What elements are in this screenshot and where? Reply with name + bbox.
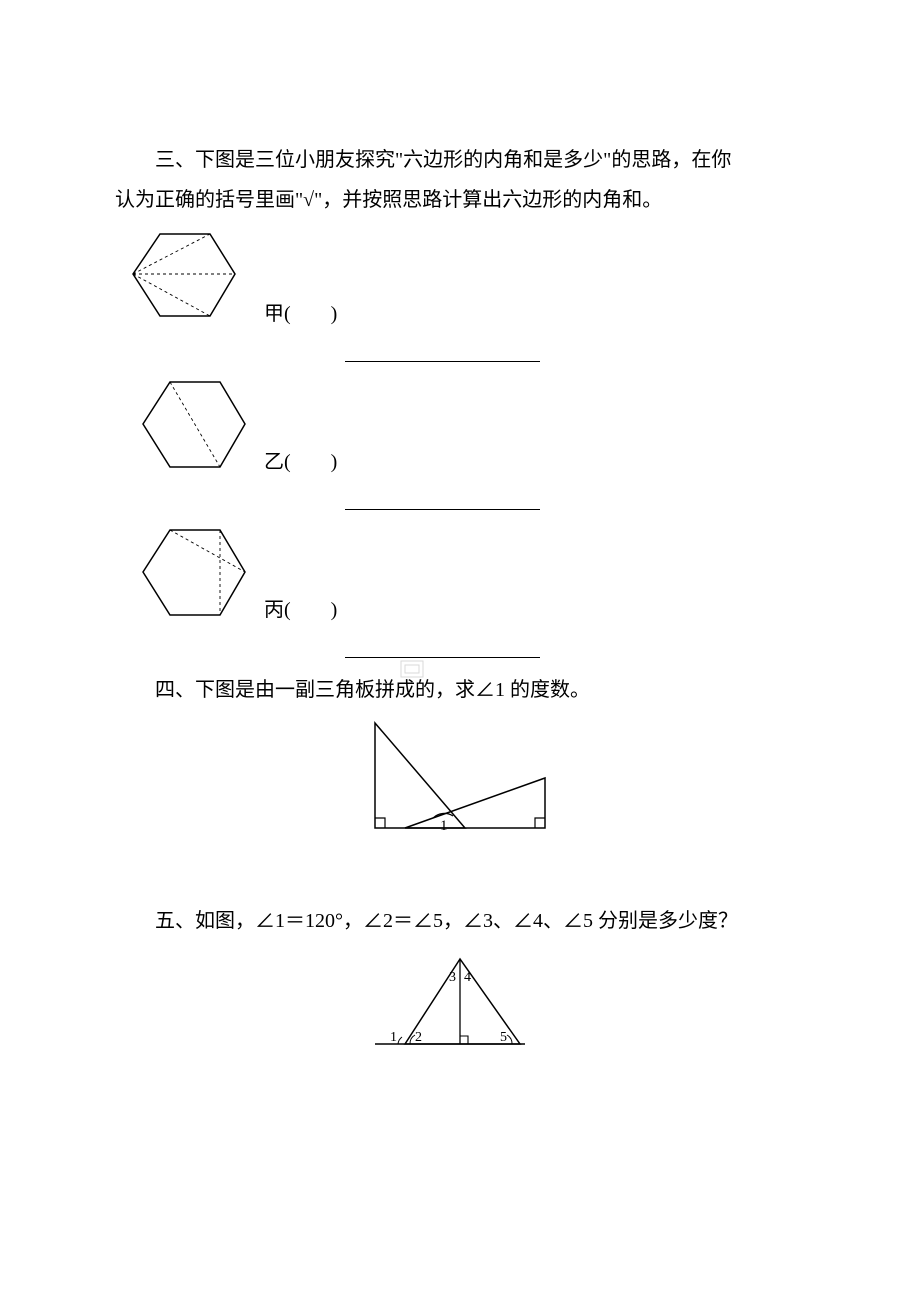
q3-blank-b[interactable] [345, 486, 540, 510]
q5-section: 五、如图，∠1＝120°，∠2＝∠5，∠3、∠4、∠5 分别是多少度？ 1 2 … [115, 901, 805, 1059]
hexagon-b-svg [115, 372, 260, 482]
hexagon-c-svg [115, 520, 260, 630]
q5-svg: 1 2 3 4 5 [360, 949, 560, 1059]
q5-text: 五、如图，∠1＝120°，∠2＝∠5，∠3、∠4、∠5 分别是多少度？ [115, 901, 805, 941]
q4-section: 四、下图是由一副三角板拼成的，求∠1 的度数。 1 [115, 670, 805, 843]
q3-intro-2: 认为正确的括号里画"√"，并按照思路计算出六边形的内角和。 [115, 180, 805, 220]
svg-text:5: 5 [500, 1030, 507, 1045]
hexagon-a [115, 224, 260, 334]
hexagon-b [115, 372, 260, 482]
q4-text: 四、下图是由一副三角板拼成的，求∠1 的度数。 [115, 670, 805, 710]
q3-options: 甲( ) 乙( ) [115, 224, 805, 658]
q4-svg: 1 [345, 718, 575, 843]
q4-figure: 1 [115, 718, 805, 843]
q3-option-b: 乙( ) [115, 372, 805, 510]
svg-text:2: 2 [415, 1030, 422, 1045]
q4-angle-1-label: 1 [440, 818, 448, 834]
q3-option-c: 丙( ) [115, 520, 805, 658]
q3-label-b: 乙( ) [264, 445, 337, 482]
hexagon-a-svg [115, 224, 250, 334]
watermark-icon [400, 660, 424, 678]
q3-blank-c[interactable] [345, 634, 540, 658]
hexagon-c [115, 520, 260, 630]
q5-figure: 1 2 3 4 5 [115, 949, 805, 1059]
svg-text:1: 1 [390, 1030, 397, 1045]
q3-section: 三、下图是三位小朋友探究"六边形的内角和是多少"的思路，在你 认为正确的括号里画… [115, 140, 805, 658]
svg-text:3: 3 [449, 970, 456, 985]
q3-intro-1: 三、下图是三位小朋友探究"六边形的内角和是多少"的思路，在你 [115, 140, 805, 180]
q3-label-a: 甲( ) [264, 297, 337, 334]
q3-option-a: 甲( ) [115, 224, 805, 362]
svg-text:4: 4 [464, 970, 471, 985]
q3-label-c: 丙( ) [264, 593, 337, 630]
q3-blank-a[interactable] [345, 338, 540, 362]
